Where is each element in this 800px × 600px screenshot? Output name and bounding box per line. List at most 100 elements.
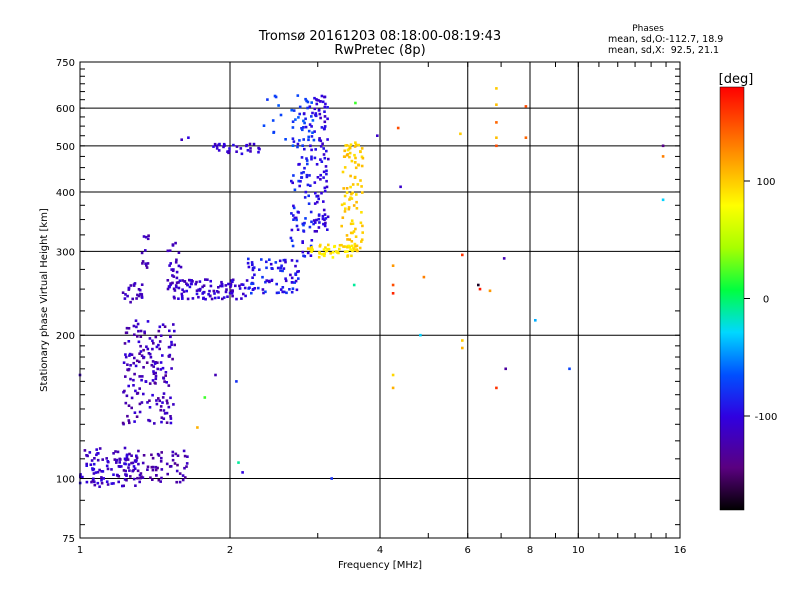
data-point — [129, 300, 132, 304]
data-point — [277, 291, 280, 294]
data-point — [136, 476, 139, 480]
data-point — [121, 421, 125, 425]
data-point — [142, 235, 146, 238]
data-point — [281, 269, 284, 273]
data-point — [276, 266, 280, 270]
data-point — [277, 104, 280, 107]
data-point — [311, 119, 315, 122]
data-point — [304, 125, 308, 129]
data-point — [137, 449, 140, 453]
y-axis-label: Stationary phase Virtual Height [km] — [39, 208, 50, 392]
data-point — [279, 288, 283, 291]
data-point — [376, 134, 379, 137]
data-point — [97, 452, 100, 455]
data-point — [128, 469, 131, 472]
data-point — [139, 472, 143, 475]
data-point — [289, 273, 292, 277]
data-point — [162, 409, 166, 412]
data-point — [361, 224, 364, 228]
data-point — [143, 330, 146, 334]
data-point — [240, 297, 243, 300]
data-point — [168, 345, 172, 349]
data-point — [534, 319, 537, 322]
data-point — [181, 288, 184, 291]
data-point — [127, 340, 131, 343]
data-point — [161, 401, 164, 404]
data-point — [130, 396, 134, 400]
data-point — [304, 117, 307, 121]
data-point — [183, 466, 186, 470]
data-point — [357, 143, 360, 147]
data-point — [151, 347, 154, 351]
data-point — [92, 467, 96, 471]
data-point — [100, 481, 104, 485]
data-point — [133, 467, 137, 470]
data-point — [155, 402, 159, 406]
data-point — [302, 223, 305, 227]
data-point — [495, 121, 498, 124]
data-point — [235, 150, 238, 153]
data-point — [173, 462, 177, 465]
data-point — [313, 181, 317, 184]
data-point — [158, 347, 161, 351]
y-tick-label: 400 — [56, 188, 75, 199]
data-point — [290, 212, 293, 215]
data-point — [141, 260, 145, 263]
data-point — [318, 137, 321, 140]
data-point — [153, 422, 156, 425]
data-point — [154, 374, 158, 378]
data-point — [661, 155, 665, 158]
data-point — [323, 186, 327, 190]
data-point — [83, 449, 87, 452]
grid-lines — [80, 62, 680, 538]
data-point — [177, 286, 181, 290]
data-point — [148, 399, 151, 402]
data-point — [348, 155, 351, 159]
data-point — [262, 291, 265, 295]
data-point — [146, 465, 150, 469]
data-point — [240, 283, 243, 286]
data-point — [353, 145, 357, 148]
data-point — [313, 107, 317, 111]
data-point — [314, 114, 318, 118]
data-point — [157, 343, 160, 347]
data-point — [319, 178, 322, 181]
data-point — [326, 215, 330, 219]
data-point — [181, 478, 185, 482]
data-point — [315, 218, 318, 222]
data-point — [281, 290, 284, 294]
data-point — [121, 291, 125, 294]
data-point — [242, 292, 245, 296]
data-point — [212, 289, 216, 293]
data-point — [163, 380, 166, 383]
data-point — [292, 140, 296, 143]
x-tick-label: 1 — [77, 545, 83, 556]
data-point — [125, 453, 129, 457]
data-point — [346, 245, 349, 249]
data-point — [249, 150, 252, 153]
data-point — [175, 480, 178, 484]
data-point — [146, 347, 150, 351]
data-point — [189, 279, 193, 282]
data-point — [168, 264, 171, 267]
data-point — [262, 124, 266, 127]
data-point — [320, 126, 324, 129]
data-point — [172, 275, 176, 278]
data-point — [306, 106, 309, 110]
data-point — [123, 342, 127, 345]
data-point — [130, 406, 133, 410]
x-axis-label: Frequency [MHz] — [338, 560, 422, 571]
data-point — [246, 261, 250, 265]
data-point — [169, 417, 173, 420]
data-point — [308, 225, 312, 229]
data-point — [138, 352, 141, 355]
data-point — [186, 455, 189, 458]
data-point — [324, 246, 327, 249]
data-point — [294, 118, 297, 121]
data-point — [139, 335, 143, 338]
data-point — [524, 136, 528, 139]
data-point — [324, 221, 327, 225]
data-point — [127, 287, 131, 290]
colorbar-ticks: 100 0 -100 — [744, 177, 777, 423]
data-point — [295, 259, 299, 263]
